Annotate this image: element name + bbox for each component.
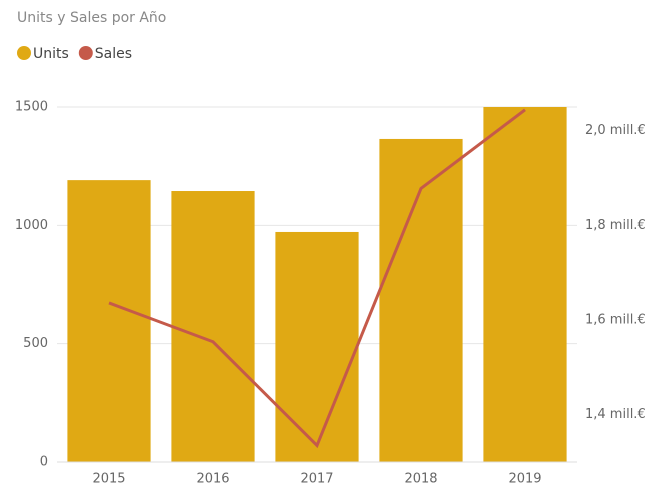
legend-marker <box>17 46 31 60</box>
x-tick-label: 2019 <box>508 472 541 487</box>
y-tick-label: 500 <box>23 336 48 351</box>
x-tick-label: 2016 <box>196 472 229 487</box>
legend-label: Units <box>33 46 69 62</box>
bar <box>171 191 255 462</box>
y-tick-label: 1500 <box>15 100 48 115</box>
bar <box>67 180 151 462</box>
bar <box>379 138 463 462</box>
y2-tick-label: 1,6 mill.€ <box>585 313 646 328</box>
y2-tick-label: 1,4 mill.€ <box>585 407 646 422</box>
legend-marker <box>78 46 93 60</box>
bar <box>275 231 359 462</box>
bar <box>483 107 567 462</box>
x-tick-label: 2015 <box>92 472 125 487</box>
sales-line <box>108 108 526 449</box>
y-tick-label: 0 <box>40 455 48 470</box>
y2-tick-label: 2,0 mill.€ <box>585 123 646 138</box>
x-tick-label: 2018 <box>404 472 437 487</box>
y-tick-label: 1000 <box>15 218 48 233</box>
legend-label: Sales <box>95 46 132 62</box>
chart-title: Units y Sales por Año <box>17 10 166 26</box>
y2-tick-label: 1,8 mill.€ <box>585 218 646 233</box>
x-tick-label: 2017 <box>300 472 333 487</box>
